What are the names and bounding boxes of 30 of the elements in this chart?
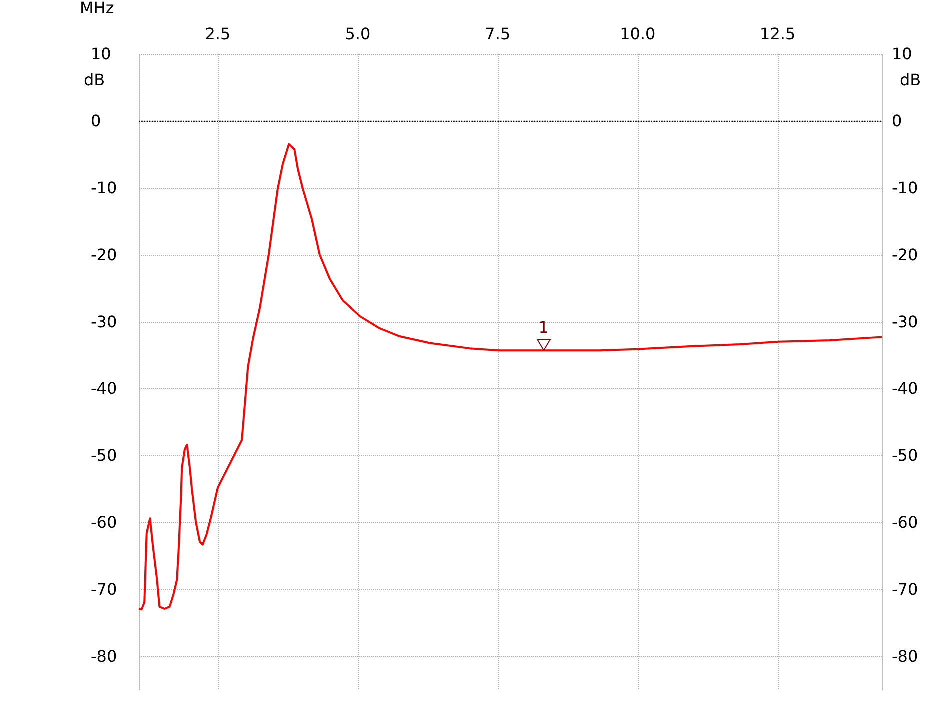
y-tick-label: 0 [91, 111, 102, 130]
y2-tick-label: -40 [892, 379, 918, 398]
y-tick-label: -70 [91, 580, 118, 600]
x-tick-label: 12.5 [760, 24, 796, 44]
y-tick-label: -80 [91, 647, 118, 666]
y2-tick-label: -10 [892, 178, 918, 198]
y-tick-label: -20 [91, 245, 118, 264]
y2-tick-label: 10 [892, 44, 912, 64]
y2-tick-label: -80 [892, 647, 918, 666]
x-tick-label: 2.5 [205, 24, 231, 44]
y-tick-label: -50 [91, 446, 118, 466]
y-tick-label: 10 [91, 44, 112, 64]
x-tick-label: 7.5 [485, 24, 511, 44]
y2-tick-label: -50 [892, 446, 918, 466]
annotation: 1 [538, 318, 550, 337]
line-series [138, 143, 883, 611]
y2-tick-label: -30 [892, 312, 918, 332]
y2-tick-label: -60 [892, 513, 918, 532]
y2-tick-label: -70 [892, 580, 918, 600]
x-tick-label: 10.0 [620, 24, 656, 44]
y-tick-label: -60 [91, 513, 118, 532]
y2-tick-label: 0 [892, 111, 902, 130]
y-axis-title: dB [84, 70, 106, 90]
y-tick-label: -40 [91, 379, 118, 398]
x-axis-title: MHz [80, 0, 114, 18]
x-tick-label: 5.0 [345, 24, 371, 44]
y-tick-label: -10 [91, 178, 118, 198]
y-tick-label: -30 [91, 312, 118, 332]
y2-tick-label: -20 [892, 245, 918, 264]
y2-axis-title: dB [900, 70, 922, 90]
